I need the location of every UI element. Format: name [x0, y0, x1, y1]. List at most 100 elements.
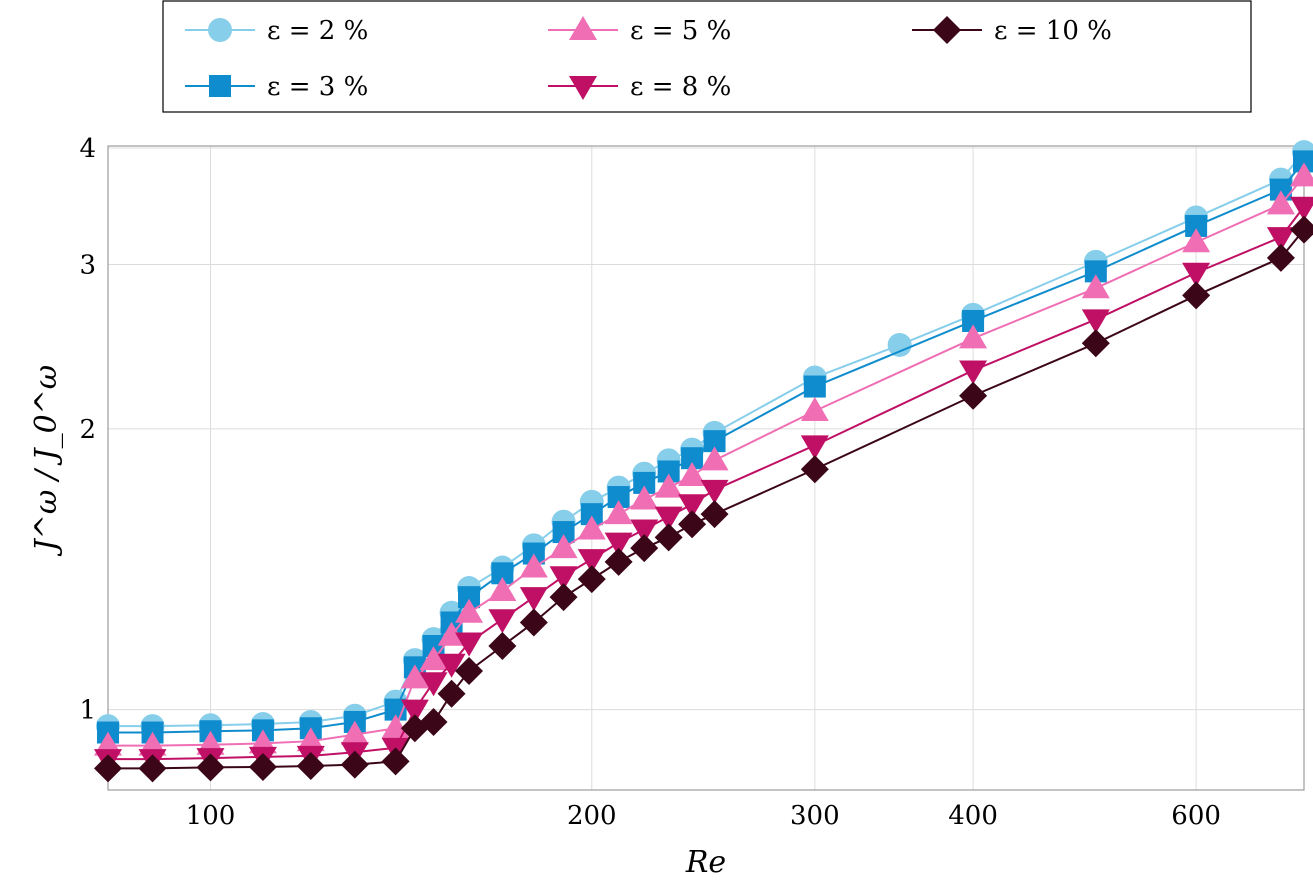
data-point	[1266, 243, 1295, 272]
data-point	[248, 752, 277, 781]
data-point	[959, 360, 988, 385]
data-point	[1081, 309, 1110, 334]
data-point	[657, 460, 680, 483]
data-point	[1269, 178, 1292, 201]
data-point	[654, 506, 683, 531]
data-point	[437, 679, 466, 708]
legend-label: ε = 2 %	[267, 16, 368, 46]
data-point	[633, 471, 656, 494]
data-point	[654, 523, 683, 552]
data-point	[419, 707, 448, 736]
series-layer	[94, 140, 1313, 783]
data-point	[1266, 190, 1295, 215]
data-point	[1081, 274, 1110, 299]
data-point	[803, 375, 826, 398]
legend-marker	[569, 76, 597, 100]
x-tick-label: 400	[948, 801, 998, 831]
y-axis-title: J^ω / J_0^ω	[29, 365, 64, 558]
legend-marker	[569, 16, 597, 40]
series-line	[108, 175, 1305, 747]
data-point	[296, 752, 325, 781]
series-4	[94, 196, 1313, 774]
data-point	[400, 699, 429, 724]
data-point	[703, 430, 726, 453]
data-point	[455, 598, 484, 623]
y-axis-ticks: 1 2 3 4	[79, 134, 96, 726]
data-point	[549, 534, 578, 559]
data-point	[1185, 214, 1208, 237]
data-point	[1084, 260, 1107, 283]
x-tick-label: 200	[567, 801, 617, 831]
data-point	[419, 672, 448, 697]
plot-frame	[107, 145, 1305, 791]
data-point	[630, 485, 659, 510]
data-point	[681, 447, 704, 470]
legend-entry: ε = 10 %	[912, 16, 1112, 46]
data-point	[800, 455, 829, 484]
data-point	[458, 586, 481, 609]
data-point	[1182, 228, 1211, 253]
data-point	[1266, 227, 1295, 252]
x-axis-ticks: 100 200 300 400 600	[186, 801, 1221, 831]
legend-entry: ε = 5 %	[548, 16, 731, 46]
legend: ε = 2 % ε = 3 % ε = 5 % ε = 8 % ε = 10 %	[162, 0, 1252, 113]
y-tick-label: 3	[79, 251, 96, 281]
data-point	[959, 381, 988, 410]
data-point	[522, 542, 545, 565]
legend-label: ε = 5 %	[630, 16, 731, 46]
x-tick-label: 100	[186, 801, 236, 831]
data-point	[959, 324, 988, 349]
legend-entry: ε = 3 %	[185, 72, 368, 102]
y-tick-label: 2	[79, 415, 96, 445]
data-point	[1182, 262, 1211, 287]
series-line	[108, 229, 1305, 770]
legend-label: ε = 10 %	[994, 16, 1112, 46]
data-point	[419, 646, 448, 671]
data-point	[138, 754, 167, 783]
data-point	[519, 587, 548, 612]
data-point	[678, 462, 707, 487]
data-point	[94, 754, 122, 783]
data-point	[296, 727, 325, 752]
y-axis-title-group: J^ω / J_0^ω	[29, 365, 64, 558]
data-point	[607, 486, 630, 509]
legend-box	[162, 0, 1252, 113]
data-point	[1290, 162, 1313, 187]
data-point	[488, 632, 517, 661]
x-axis-title: Re	[685, 845, 726, 880]
legend-entry: ε = 8 %	[548, 72, 731, 102]
data-point	[488, 577, 517, 602]
data-point	[1290, 215, 1313, 244]
data-point	[552, 521, 575, 544]
data-point	[381, 747, 410, 776]
data-point	[604, 500, 633, 525]
data-point	[700, 446, 729, 471]
series-5	[94, 215, 1313, 783]
data-point	[654, 473, 683, 498]
legend-marker	[933, 16, 961, 44]
data-point	[1081, 329, 1110, 358]
data-point	[577, 515, 606, 540]
series-3	[94, 162, 1313, 756]
data-point	[196, 753, 225, 782]
data-point	[488, 609, 517, 634]
data-point	[630, 534, 659, 563]
data-point	[887, 332, 912, 357]
data-point	[455, 632, 484, 657]
data-point	[519, 608, 548, 637]
data-point	[577, 549, 606, 574]
data-point	[437, 653, 466, 678]
data-point	[962, 309, 985, 332]
data-point	[678, 510, 707, 539]
series-2	[97, 150, 1313, 744]
legend-label: ε = 8 %	[630, 72, 731, 102]
data-point	[800, 435, 829, 460]
data-point	[437, 621, 466, 646]
data-point	[340, 720, 369, 745]
data-point	[1290, 196, 1313, 221]
legend-marker	[208, 18, 232, 42]
legend-label: ε = 3 %	[267, 72, 368, 102]
data-point	[549, 566, 578, 591]
legend-marker	[209, 75, 231, 97]
